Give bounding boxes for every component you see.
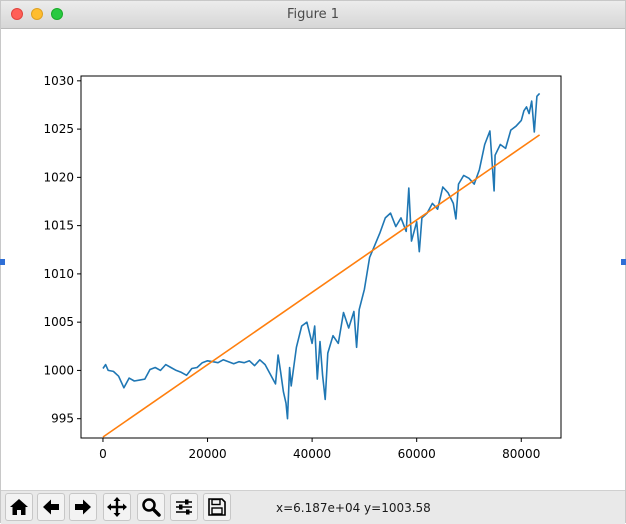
navigation-toolbar: x=6.187e+04 y=1003.58 <box>1 490 625 524</box>
series-layer <box>102 92 541 438</box>
save-button[interactable] <box>203 493 231 521</box>
back-arrow-icon <box>43 499 59 515</box>
y-tick-label: 1005 <box>43 315 74 329</box>
configure-subplots-button[interactable] <box>170 493 198 521</box>
y-tick-label: 1010 <box>43 267 74 281</box>
series-line-2 <box>102 134 541 438</box>
pan-icon <box>107 497 127 517</box>
zoom-button[interactable] <box>137 493 165 521</box>
minimize-window-button[interactable] <box>31 8 43 20</box>
x-axis-ticks: 0 20000 40000 60000 80000 <box>99 438 540 461</box>
cursor-coordinate-readout: x=6.187e+04 y=1003.58 <box>276 501 431 515</box>
configure-subplots-icon <box>176 499 192 515</box>
x-tick-label: 40000 <box>293 447 331 461</box>
zoom-icon <box>142 498 161 517</box>
window-title: Figure 1 <box>286 7 340 22</box>
y-tick-label: 1030 <box>43 74 74 88</box>
save-icon <box>208 498 226 516</box>
y-tick-label: 1025 <box>43 122 74 136</box>
pan-button[interactable] <box>103 493 131 521</box>
x-tick-label: 80000 <box>502 447 540 461</box>
x-tick-label: 60000 <box>398 447 436 461</box>
x-tick-label: 20000 <box>188 447 226 461</box>
y-tick-label: 1000 <box>43 363 74 377</box>
zoom-window-button[interactable] <box>51 8 63 20</box>
y-tick-label: 1015 <box>43 219 74 233</box>
y-axis-ticks: 995 1000 1005 1010 1015 1020 1025 1030 <box>43 74 81 426</box>
back-button[interactable] <box>37 493 65 521</box>
y-tick-label: 1020 <box>43 170 74 184</box>
resize-handle-right[interactable] <box>621 259 626 265</box>
home-button[interactable] <box>5 493 33 521</box>
x-tick-label: 0 <box>99 447 107 461</box>
plot-area <box>80 75 562 439</box>
close-window-button[interactable] <box>11 8 23 20</box>
y-tick-label: 995 <box>51 412 74 426</box>
forward-button[interactable] <box>69 493 97 521</box>
home-icon <box>10 499 28 515</box>
title-bar: Figure 1 <box>1 1 625 29</box>
figure-canvas[interactable]: 0 20000 40000 60000 80000 995 1000 1005 1010 101… <box>1 29 625 487</box>
forward-arrow-icon <box>75 499 91 515</box>
resize-handle-left[interactable] <box>0 259 5 265</box>
line-chart: 0 20000 40000 60000 80000 995 1000 1005 1010 101… <box>43 74 562 461</box>
